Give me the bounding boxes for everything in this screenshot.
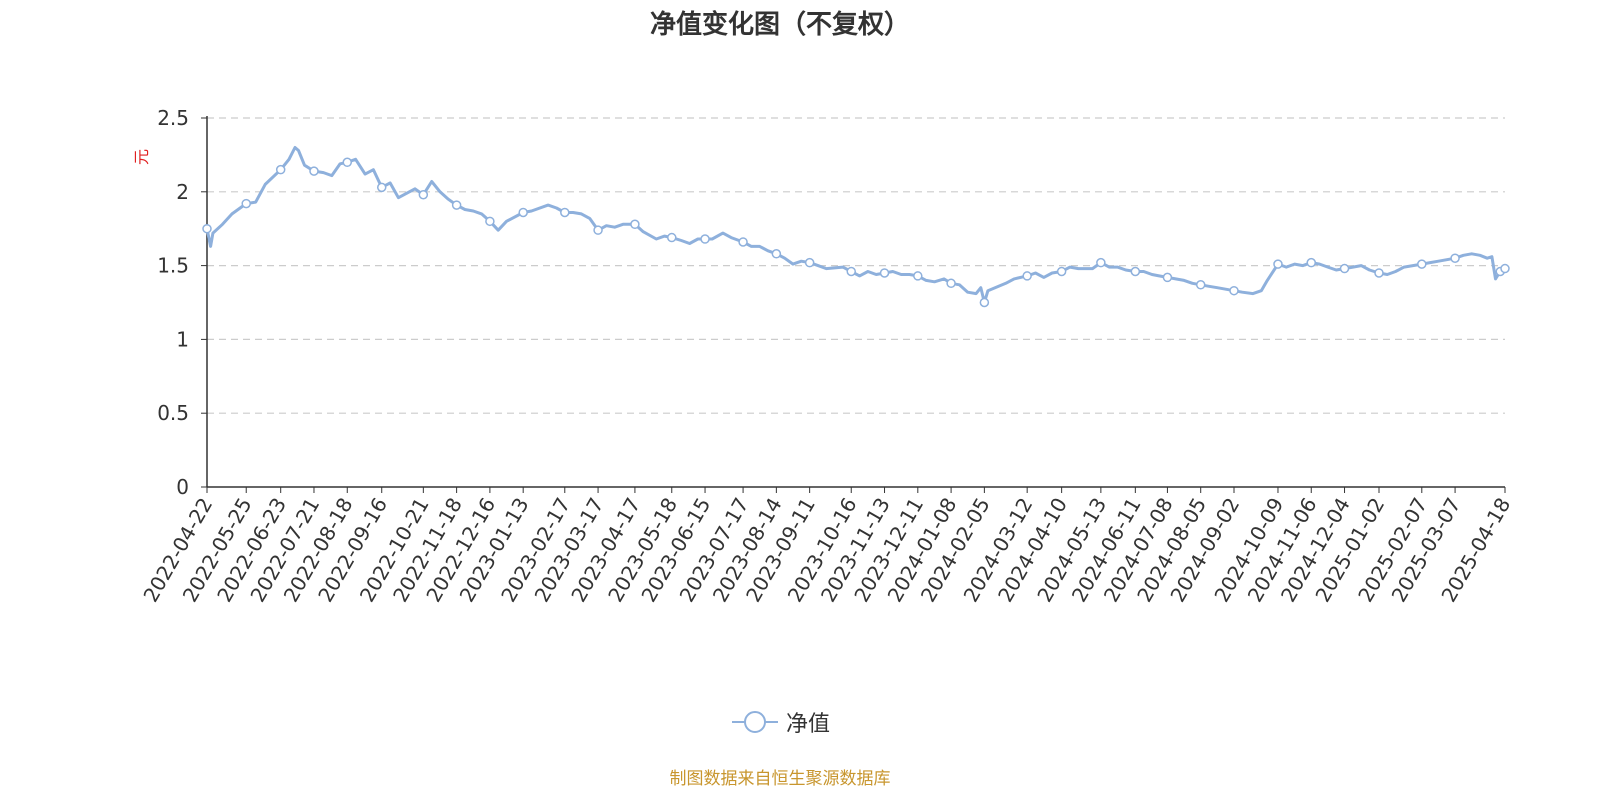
data-point: [1374, 268, 1384, 278]
data-point: [1195, 280, 1206, 290]
data-point: [771, 249, 782, 259]
data-point: [1450, 253, 1460, 263]
data-point: [700, 234, 710, 244]
data-point: [241, 198, 251, 209]
series-layer: [205, 146, 1506, 304]
data-point: [342, 157, 353, 168]
data-point: [1417, 259, 1427, 269]
data-point: [560, 207, 570, 218]
data-point: [1229, 285, 1239, 296]
data-point: [1306, 257, 1317, 268]
data-point: [804, 257, 815, 268]
data-point: [1162, 272, 1173, 283]
y-tick-label: 1: [176, 327, 189, 351]
axes: [201, 116, 1506, 493]
y-tick-label: 0.5: [157, 401, 189, 425]
y-tick-label: 2.5: [157, 106, 189, 130]
data-point: [879, 268, 890, 278]
y-tick-label: 1.5: [157, 254, 189, 278]
y-tick-label: 0: [176, 475, 189, 499]
data-point: [630, 219, 640, 230]
y-tick-labels: 0 0.5 1 1.5 2 2.5: [157, 106, 189, 499]
data-point: [1056, 266, 1067, 277]
data-point: [451, 200, 462, 210]
legend[interactable]: 净值: [730, 705, 830, 739]
data-point: [593, 225, 603, 235]
data-point: [376, 182, 387, 193]
data-point: [946, 278, 956, 289]
data-point: [1500, 263, 1510, 274]
y-axis-label: 元: [132, 149, 151, 165]
data-point: [202, 223, 212, 234]
y-tick-label: 2: [176, 180, 189, 204]
data-point: [485, 216, 495, 227]
data-point: [518, 207, 528, 218]
legend-line-icon: [732, 711, 778, 733]
data-point: [846, 266, 856, 277]
data-point: [1022, 271, 1032, 281]
marker-layer: [202, 157, 1510, 308]
data-point: [913, 271, 923, 281]
data-point: [1130, 266, 1141, 277]
chart-title: 净值变化图（不复权）: [649, 10, 910, 40]
data-point: [979, 297, 990, 308]
data-point: [309, 166, 319, 176]
x-tick-labels: 2022-04-222022-05-252022-06-232022-07-21…: [138, 494, 1515, 607]
source-note: 制图数据来自恒生聚源数据库: [669, 769, 891, 789]
data-point: [667, 232, 677, 243]
series-line: [205, 146, 1506, 304]
data-point: [1096, 257, 1106, 268]
data-point: [418, 190, 429, 200]
data-point: [1273, 259, 1283, 269]
data-point: [275, 164, 286, 175]
data-point: [1339, 263, 1350, 274]
legend-label: 净值: [786, 712, 831, 737]
data-point: [738, 237, 748, 247]
